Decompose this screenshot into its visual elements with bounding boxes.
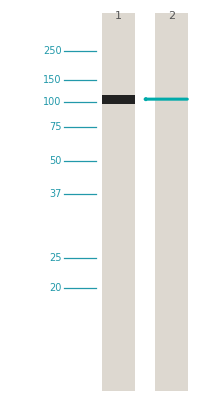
Text: 75: 75 (49, 122, 61, 132)
Text: 50: 50 (49, 156, 61, 166)
Text: 37: 37 (49, 189, 61, 199)
Bar (102, 13, 134, 391)
Text: 20: 20 (49, 284, 61, 294)
Text: 25: 25 (49, 253, 61, 263)
Text: 1: 1 (115, 11, 122, 21)
Bar (155, 13, 187, 391)
Text: 250: 250 (43, 46, 61, 56)
Bar (102, 95, 134, 104)
Text: 2: 2 (167, 11, 174, 21)
Text: 150: 150 (43, 76, 61, 86)
Text: 100: 100 (43, 97, 61, 107)
